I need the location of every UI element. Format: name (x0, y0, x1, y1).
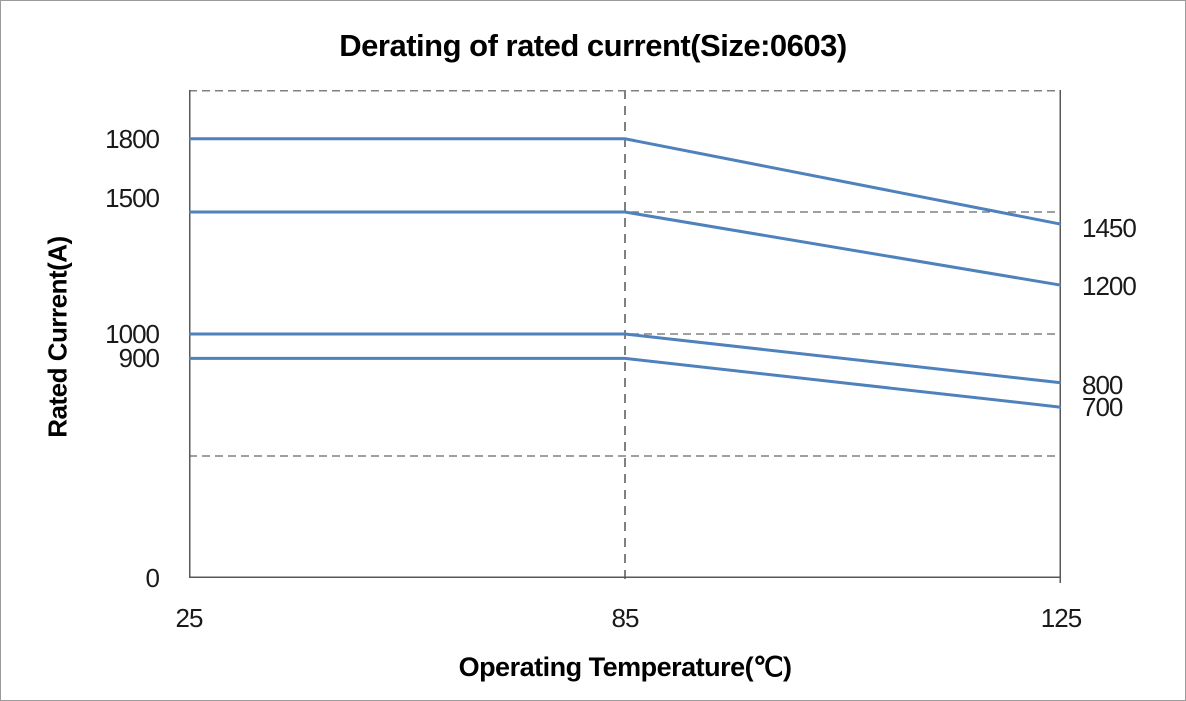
series-end-label: 700 (1082, 392, 1123, 423)
y-axis-label: 1800 (105, 123, 160, 154)
x-axis-title: Operating Temperature(℃) (458, 652, 792, 682)
series-end-label: 1450 (1082, 213, 1137, 244)
series-end-label: 800 (1082, 369, 1123, 400)
y-axis-label: 1000 (105, 319, 160, 349)
series-end-label: 1200 (1082, 271, 1137, 302)
chart-title: Derating of rated current(Size:0603) (339, 28, 847, 63)
x-axis-label: 125 (1040, 603, 1082, 633)
plot-area (189, 89, 1062, 583)
x-axis-label: 25 (175, 603, 204, 633)
y-axis-label: 900 (118, 343, 160, 374)
plot-svg (189, 89, 1062, 583)
x-axis-label: 85 (611, 603, 640, 633)
y-axis-label: 1500 (105, 183, 160, 213)
y-axis-label: 0 (145, 563, 160, 593)
